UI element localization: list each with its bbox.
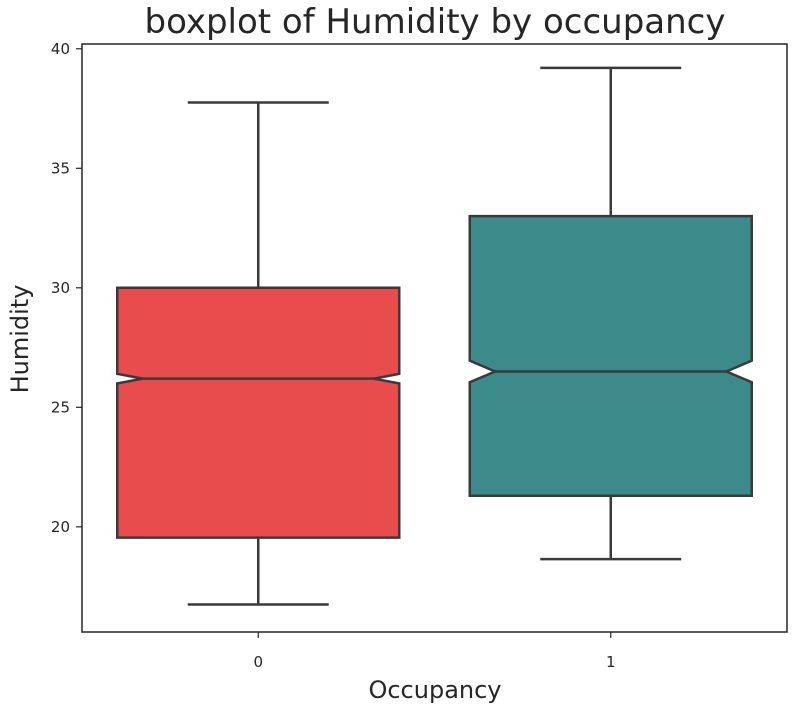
plot-frame xyxy=(81,43,788,633)
y-axis-label: Humidity xyxy=(6,285,34,394)
x-axis-label: Occupancy xyxy=(368,676,501,704)
chart-title: boxplot of Humidity by occupancy xyxy=(144,2,725,42)
plot-area: 20 25 30 35 40 0 1 xyxy=(51,40,788,671)
x-tick-label: 0 xyxy=(253,653,263,671)
y-tick-label: 20 xyxy=(51,518,70,536)
y-tick-label: 40 xyxy=(51,40,70,58)
box-category-0 xyxy=(116,286,401,539)
box-category-1 xyxy=(468,214,753,498)
y-tick-label: 30 xyxy=(51,279,70,297)
x-tick-label: 1 xyxy=(606,653,616,671)
y-tick-label: 35 xyxy=(51,159,70,177)
y-tick-label: 25 xyxy=(51,398,70,416)
